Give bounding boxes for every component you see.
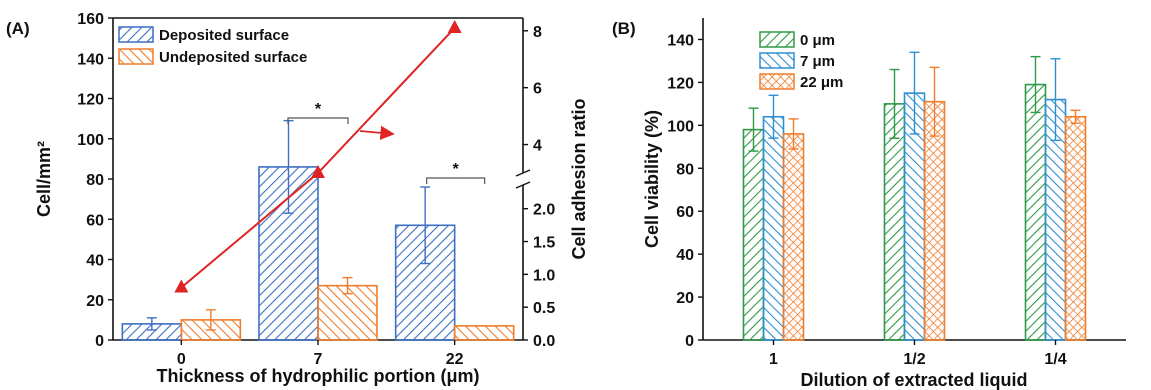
x-tick-label: 0 [177,351,186,368]
legend-label: 7 μm [800,53,835,70]
axis-break-mark [515,169,531,177]
significance-star: * [315,101,322,118]
panel-label: (B) [612,19,636,38]
legend-swatch [118,26,154,43]
legend-label: Deposited surface [159,27,289,44]
right-axis-arrow [359,125,395,141]
y-tick-label: 20 [676,290,694,307]
y-tick-label: 140 [667,32,694,49]
legend-swatch [118,48,154,65]
y-tick-label: 60 [676,204,694,221]
legend-swatch [759,73,795,90]
y-tick-label: 0 [95,333,104,350]
bar [1024,83,1047,341]
x-tick-label: 1/4 [1044,351,1066,368]
legend-swatch [759,52,795,69]
ratio-point [311,165,325,178]
legend-swatch [759,31,795,48]
x-tick-label: 22 [446,351,464,368]
y2-tick-label: 4 [533,138,542,155]
significance-bracket [287,117,349,124]
y-tick-label: 80 [86,172,104,189]
ratio-point [447,19,462,33]
bar [883,103,906,341]
y-axis-title: Cell viability (%) [642,110,662,248]
panel-b: 0 20 40 60 80 100 120 140 1 1/2 1/4 0 μm 7 μm 22 μm (B… [612,18,1126,390]
bar [923,100,946,341]
y-tick-label: 120 [77,92,104,109]
y-tick-label: 160 [77,11,104,28]
y2-tick-label: 0.0 [533,333,555,350]
y-tick-label: 60 [86,212,104,229]
y-tick-label: 0 [685,333,694,350]
bar [1064,115,1087,341]
bar [317,284,378,341]
x-axis-title: Thickness of hydrophilic portion (μm) [156,366,479,386]
y-tick-label: 100 [77,132,104,149]
significance-bracket [426,177,486,184]
y-tick-label: 120 [667,75,694,92]
legend: 0 μm 7 μm 22 μm [759,31,843,91]
legend-label: 0 μm [800,32,835,49]
bar [762,115,785,341]
y2-tick-label: 1.0 [533,267,555,284]
significance-star: * [453,161,460,178]
x-tick-label: 1 [769,351,778,368]
axis-break-mark [515,181,531,189]
bar [394,224,456,341]
y2-axis-title: Cell adhesion ratio [569,98,589,259]
panel-label: (A) [6,19,30,38]
y2-tick-label: 1.5 [533,235,555,252]
y-tick-label: 40 [676,247,694,264]
y2-tick-label: 8 [533,24,542,41]
y-tick-label: 140 [77,51,104,68]
x-axis-title: Dilution of extracted liquid [800,370,1027,390]
y-tick-label: 100 [667,118,694,135]
y-tick-label: 80 [676,161,694,178]
panel-a: 0204060801001201401600.00.51.01.52.04680… [6,11,589,386]
y-tick-label: 20 [86,293,104,310]
x-tick-label: 1/2 [903,351,925,368]
bar [453,325,515,341]
ratio-point [174,279,189,293]
bar [782,133,805,341]
legend-label: Undeposited surface [159,49,307,66]
y2-tick-label: 6 [533,81,542,98]
x-tick-label: 7 [314,351,323,368]
y2-tick-label: 0.5 [533,300,555,317]
legend-label: 22 μm [800,74,843,91]
y2-tick-label: 2.0 [533,202,555,219]
bar [742,128,765,341]
y-axis-title: Cell/mm² [34,141,54,217]
legend: Deposited surface Undeposited surface [118,26,307,66]
y-tick-label: 40 [86,253,104,270]
